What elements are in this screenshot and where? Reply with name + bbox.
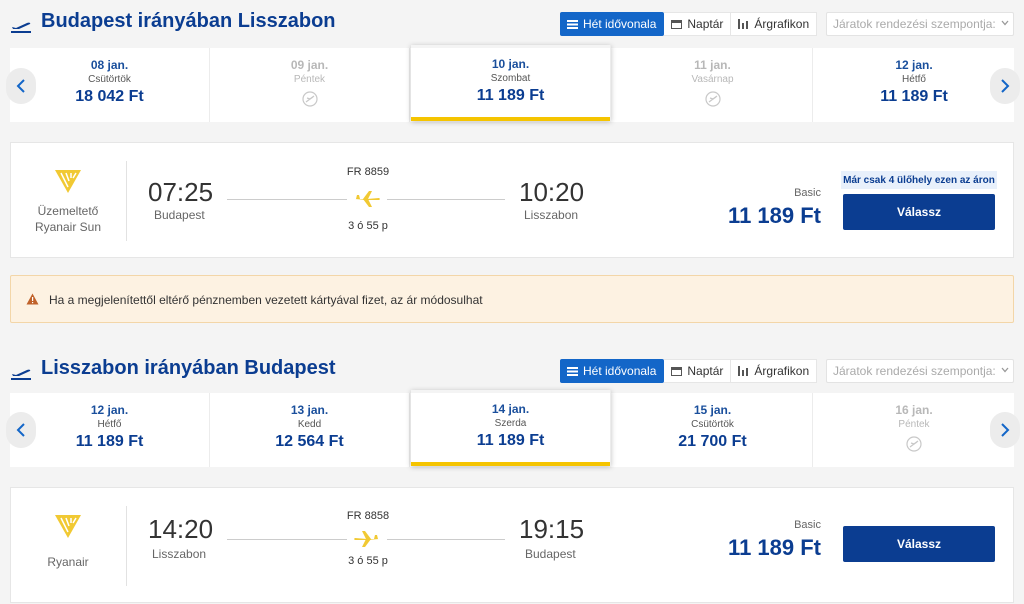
chevron-down-icon <box>1001 20 1009 26</box>
flight-duration: 3 ó 55 p <box>348 220 388 232</box>
airline-name: Ryanair <box>47 555 89 569</box>
calendar-button[interactable]: Naptár <box>664 12 732 36</box>
view-switcher: Hét idővonala Naptár Árgrafikon <box>560 359 818 383</box>
next-week-button[interactable] <box>990 412 1020 448</box>
divider <box>126 506 127 586</box>
day-tab[interactable]: 13 jan. Kedd 12 564 Ft <box>210 393 410 467</box>
choose-flight-button[interactable]: Válassz <box>843 526 995 562</box>
plane-takeoff-icon <box>11 22 31 33</box>
departure-time: 14:20 <box>148 514 214 544</box>
price-chart-button[interactable]: Árgrafikon <box>731 12 818 36</box>
arrival-city: Lisszabon <box>524 208 579 222</box>
return-flight-card: Ryanair 14:20 Lisszabon FR 8858 3 ó 55 p… <box>10 487 1014 603</box>
price-chart-button[interactable]: Árgrafikon <box>731 359 818 383</box>
arrival-city: Budapest <box>525 547 576 561</box>
section-title: Lisszabon irányában Budapest <box>41 357 336 379</box>
chevron-left-icon <box>16 423 25 437</box>
sort-select[interactable]: Járatok rendezési szempontja: <box>826 12 1014 36</box>
day-tab: 09 jan. Péntek <box>210 48 410 122</box>
day-tab-selected[interactable]: 10 jan. Szombat 11 189 Ft <box>411 45 611 121</box>
list-icon <box>567 367 578 376</box>
fare-type: Basic <box>794 519 821 531</box>
chevron-right-icon <box>1001 79 1010 93</box>
chevron-left-icon <box>16 79 25 93</box>
no-flight-icon <box>301 91 318 107</box>
day-price: 11 189 Ft <box>476 87 545 104</box>
flight-price: 11 189 Ft <box>728 203 821 228</box>
choose-flight-button[interactable]: Válassz <box>843 194 995 230</box>
airline-name: Üzemeltető Ryanair Sun <box>34 204 102 234</box>
outbound-date-strip: 08 jan. Csütörtök 18 042 Ft 09 jan. Pént… <box>10 45 1014 122</box>
day-price: 18 042 Ft <box>75 88 144 105</box>
chevron-down-icon <box>1001 367 1009 373</box>
divider <box>126 161 127 241</box>
prev-week-button[interactable] <box>6 68 36 104</box>
week-timeline-button[interactable]: Hét idővonala <box>560 12 665 36</box>
day-tab[interactable]: 08 jan. Csütörtök 18 042 Ft <box>10 48 210 122</box>
day-price: 11 189 Ft <box>75 433 144 450</box>
warning-text: Ha a megjelenítettől eltérő pénznemben v… <box>49 293 483 307</box>
day-tab: 11 jan. Vasárnap <box>613 48 813 122</box>
flight-number: FR 8859 <box>346 166 390 178</box>
arrival-time: 19:15 <box>519 514 585 544</box>
chevron-right-icon <box>1001 423 1010 437</box>
bar-chart-icon <box>738 19 749 29</box>
day-tab[interactable]: 12 jan. Hétfő 11 189 Ft <box>814 48 1014 122</box>
day-tab-selected[interactable]: 14 jan. Szerda 11 189 Ft <box>411 390 611 466</box>
day-tab[interactable]: 15 jan. Csütörtök 21 700 Ft <box>613 393 813 467</box>
section-title: Budapest irányában Lisszabon <box>41 10 336 32</box>
no-flight-icon <box>906 436 922 452</box>
ryanair-harp-logo <box>55 515 81 538</box>
departure-time: 07:25 <box>148 177 214 207</box>
outbound-header: Budapest irányában Lisszabon Hét idővona… <box>0 8 1024 44</box>
week-timeline-button[interactable]: Hét idővonala <box>560 359 665 383</box>
ryanair-harp-logo <box>55 170 81 193</box>
day-price: 11 189 Ft <box>476 432 545 449</box>
route-line <box>227 539 347 540</box>
list-icon <box>567 20 578 29</box>
plane-takeoff-icon <box>11 369 31 380</box>
calendar-button[interactable]: Naptár <box>664 359 732 383</box>
prev-week-button[interactable] <box>6 412 36 448</box>
plane-icon <box>354 531 379 547</box>
sort-select[interactable]: Járatok rendezési szempontja: <box>826 359 1014 383</box>
return-header: Lisszabon irányában Budapest Hét idővona… <box>0 355 1024 391</box>
return-date-strip: 12 jan. Hétfő 11 189 Ft 13 jan. Kedd 12 … <box>10 390 1014 467</box>
seat-availability-badge: Már csak 4 ülőhely ezen az áron <box>841 171 997 189</box>
day-price: 12 564 Ft <box>275 433 344 450</box>
outbound-flight-card: Üzemeltető Ryanair Sun 07:25 Budapest FR … <box>10 142 1014 258</box>
flight-duration: 3 ó 55 p <box>348 555 388 567</box>
route-line <box>227 199 347 200</box>
day-tab: 16 jan. Péntek <box>814 393 1014 467</box>
day-price: 11 189 Ft <box>880 88 948 105</box>
day-price: 21 700 Ft <box>678 433 747 450</box>
next-week-button[interactable] <box>990 68 1020 104</box>
route-line <box>387 539 505 540</box>
flight-price: 11 189 Ft <box>728 535 821 560</box>
fare-type: Basic <box>794 187 821 199</box>
currency-warning: Ha a megjelenítettől eltérő pénznemben v… <box>10 275 1014 323</box>
view-switcher: Hét idővonala Naptár Árgrafikon <box>560 12 818 36</box>
route-line <box>387 199 505 200</box>
departure-city: Lisszabon <box>152 547 207 561</box>
calendar-icon <box>671 20 683 29</box>
flight-number: FR 8858 <box>346 510 390 522</box>
plane-icon <box>355 191 380 207</box>
departure-city: Budapest <box>154 208 205 222</box>
day-tab[interactable]: 12 jan. Hétfő 11 189 Ft <box>10 393 210 467</box>
arrival-time: 10:20 <box>519 177 585 207</box>
warning-icon <box>26 293 39 305</box>
bar-chart-icon <box>738 366 749 376</box>
no-flight-icon <box>704 91 721 107</box>
calendar-icon <box>671 367 683 376</box>
